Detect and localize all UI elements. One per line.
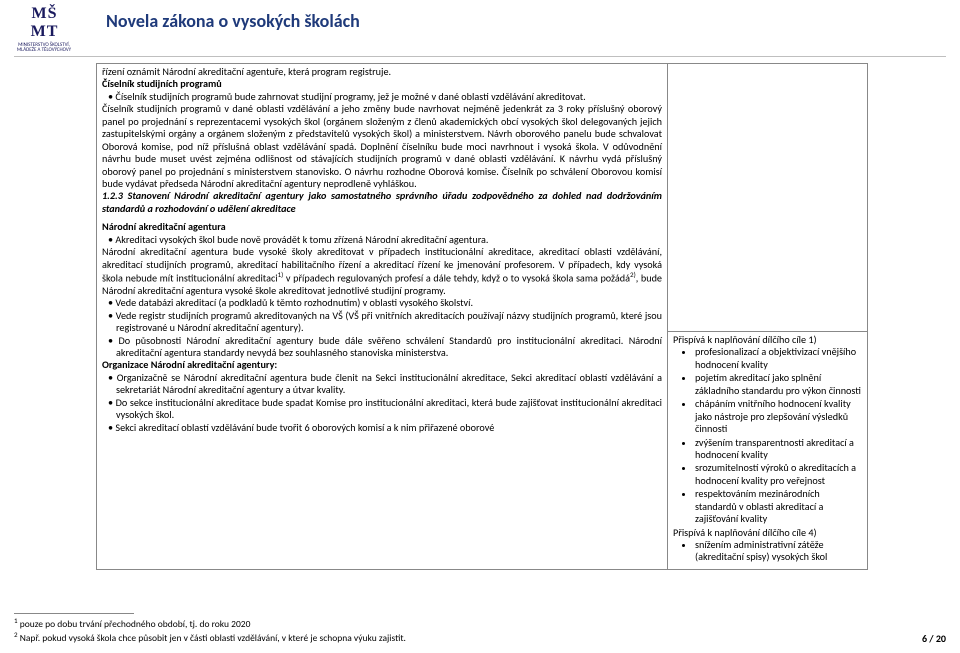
header-divider xyxy=(14,56,946,57)
side-list: profesionalizací a objektivizací vnějšíh… xyxy=(673,346,862,525)
ministry-logo: M Š M T MINISTERSTVO ŠKOLSTVÍ, MLÁDEŽE A… xyxy=(14,8,74,50)
bullet-item: Do působnosti Národní akreditační agentu… xyxy=(102,335,662,360)
list-item: profesionalizací a objektivizací vnějšíh… xyxy=(695,346,862,371)
page-title: Novela zákona o vysokých školách xyxy=(106,10,360,32)
list-item: chápáním vnitřního hodnocení kvality jak… xyxy=(695,398,862,435)
section-heading: 1.2.3 Stanovení Národní akreditační agen… xyxy=(102,190,662,215)
footnote: 2 Např. pokud vysoká škola chce působit … xyxy=(14,631,946,645)
content-area: řízení oznámit Národní akreditační agent… xyxy=(0,63,960,570)
side-list: snížením administrativní zátěže (akredit… xyxy=(673,539,862,564)
bullet-item: Vede databázi akreditací (a podkladů k t… xyxy=(102,297,662,309)
left-margin xyxy=(14,63,96,570)
bullet-item: Vede registr studijních programů akredit… xyxy=(102,310,662,335)
list-item: srozumitelností výroků o akreditacích a … xyxy=(695,462,862,487)
list-item: pojetím akreditací jako splnění základní… xyxy=(695,372,862,397)
bullet-item: Sekci akreditací oblastí vzdělávání bude… xyxy=(102,422,662,434)
list-item: zvýšením transparentnosti akreditací a h… xyxy=(695,437,862,462)
bullet-item: Organizačně se Národní akreditační agent… xyxy=(102,372,662,397)
footnote-divider xyxy=(14,613,134,614)
section-heading: Národní akreditační agentura xyxy=(102,221,662,233)
bullet-item: Do sekce institucionální akreditace bude… xyxy=(102,397,662,422)
side-empty-cell xyxy=(668,64,867,332)
logo-letter: Š xyxy=(48,5,57,23)
side-column: Přispívá k naplňování dílčího cíle 1) pr… xyxy=(668,63,868,570)
main-column: řízení oznámit Národní akreditační agent… xyxy=(96,63,668,570)
page-header: M Š M T MINISTERSTVO ŠKOLSTVÍ, MLÁDEŽE A… xyxy=(0,0,960,54)
list-item: snížením administrativní zátěže (akredit… xyxy=(695,539,862,564)
body-text: Národní akreditační agentura bude vysoké… xyxy=(102,246,662,297)
page-number: 6 / 20 xyxy=(922,632,946,645)
section-heading: Číselník studijních programů xyxy=(102,78,662,90)
footnote: 1 pouze po dobu trvání přechodného obdob… xyxy=(14,617,946,631)
logo-letter: M xyxy=(31,23,46,41)
logo-letter: T xyxy=(47,23,58,41)
logo-letter: M xyxy=(31,5,46,23)
footnotes: 1 pouze po dobu trvání přechodného obdob… xyxy=(14,613,946,645)
body-text: Číselník studijních programů v dané obla… xyxy=(102,103,662,190)
logo-subtext: MINISTERSTVO ŠKOLSTVÍ, MLÁDEŽE A TĚLOVÝC… xyxy=(14,43,74,54)
list-item: respektováním mezinárodních standardů v … xyxy=(695,488,862,525)
